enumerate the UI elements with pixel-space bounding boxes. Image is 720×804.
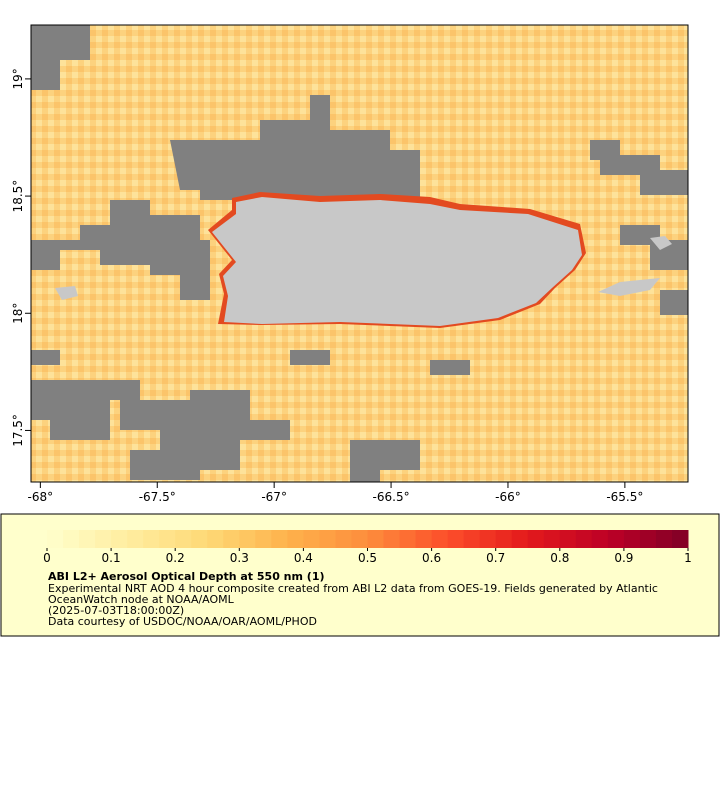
colorbar-cell — [159, 530, 176, 548]
colorbar-cell — [655, 530, 673, 548]
map — [30, 24, 689, 483]
colorbar-cell — [303, 530, 320, 548]
legend-line: OceanWatch node at NOAA/AOML — [48, 593, 235, 606]
colorbar-cell — [79, 530, 96, 548]
x-tick-label: -65.5° — [606, 490, 643, 504]
colorbar-cell — [191, 530, 208, 548]
colorbar-tick-label: 1 — [684, 551, 692, 565]
colorbar-cell — [255, 530, 272, 548]
colorbar-tick-label: 0.4 — [294, 551, 313, 565]
vieques — [598, 278, 660, 296]
colorbar-tick-label: 0.5 — [358, 551, 377, 565]
colorbar-cell — [127, 530, 144, 548]
colorbar-tick-label: 0.1 — [102, 551, 121, 565]
colorbar-cell — [463, 530, 481, 548]
colorbar-cell — [143, 530, 160, 548]
x-tick-label: -68° — [28, 490, 54, 504]
y-tick-label: 17.5° — [11, 414, 25, 447]
no-data-areas — [31, 25, 688, 482]
colorbar-cell — [367, 530, 385, 548]
colorbar-cell — [47, 530, 64, 548]
colorbar-cell — [399, 530, 417, 548]
colorbar-cell — [431, 530, 449, 548]
colorbar-cell — [479, 530, 497, 548]
colorbar-cell — [335, 530, 352, 548]
puerto-rico — [212, 197, 582, 326]
colorbar-cell — [175, 530, 192, 548]
colorbar-cell — [639, 530, 657, 548]
colorbar-cell — [511, 530, 529, 548]
colorbar-cell — [111, 530, 128, 548]
colorbar-cell — [607, 530, 625, 548]
colorbar-tick-label: 0.2 — [166, 551, 185, 565]
y-tick-label: 18° — [11, 303, 25, 324]
colorbar-cell — [287, 530, 304, 548]
colorbar-tick-label: 0 — [43, 551, 51, 565]
colorbar-tick-label: 0.8 — [550, 551, 569, 565]
colorbar-tick-label: 0.7 — [486, 551, 505, 565]
colorbar-cell — [527, 530, 545, 548]
colorbar-tick-label: 0.9 — [614, 551, 633, 565]
y-tick-label: 19° — [11, 68, 25, 89]
legend-title: ABI L2+ Aerosol Optical Depth at 550 nm … — [48, 570, 325, 583]
x-tick-label: -67.5° — [139, 490, 176, 504]
map-frame — [30, 24, 689, 483]
colorbar-cell — [63, 530, 80, 548]
colorbar-cell — [447, 530, 465, 548]
colorbar-cell — [351, 530, 368, 548]
colorbar-cell — [207, 530, 224, 548]
legend-line: (2025-07-03T18:00:00Z) — [48, 604, 184, 617]
colorbar-cell — [319, 530, 336, 548]
colorbar-cell — [671, 530, 689, 548]
colorbar-cell — [239, 530, 256, 548]
colorbar-cell — [591, 530, 609, 548]
colorbar-cell — [543, 530, 561, 548]
x-tick-label: -66° — [495, 490, 521, 504]
legend-line: Data courtesy of USDOC/NOAA/OAR/AOML/PHO… — [48, 615, 317, 628]
colorbar-tick-label: 0.6 — [422, 551, 441, 565]
colorbar-cell — [383, 530, 401, 548]
colorbar-cell — [415, 530, 433, 548]
y-tick-label: 18.5° — [11, 180, 25, 213]
colorbar-cell — [95, 530, 112, 548]
colorbar-cell — [271, 530, 288, 548]
colorbar-cell — [623, 530, 641, 548]
colorbar-tick-label: 0.3 — [230, 551, 249, 565]
colorbar-cell — [575, 530, 593, 548]
legend-line: Experimental NRT AOD 4 hour composite cr… — [48, 582, 658, 595]
colorbar-cell — [495, 530, 513, 548]
colorbar-cell — [223, 530, 240, 548]
x-tick-label: -66.5° — [373, 490, 410, 504]
colorbar-cell — [559, 530, 577, 548]
x-tick-label: -67° — [261, 490, 287, 504]
